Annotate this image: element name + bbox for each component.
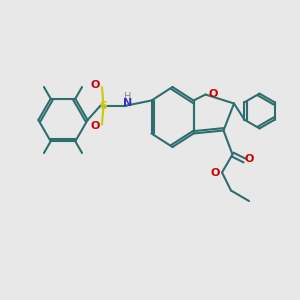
- Text: O: O: [91, 121, 100, 131]
- Text: H: H: [124, 92, 131, 102]
- Text: O: O: [91, 80, 100, 91]
- Text: O: O: [244, 154, 254, 164]
- Text: O: O: [208, 89, 218, 100]
- Text: N: N: [123, 98, 132, 108]
- Text: O: O: [211, 167, 220, 178]
- Text: S: S: [100, 100, 107, 111]
